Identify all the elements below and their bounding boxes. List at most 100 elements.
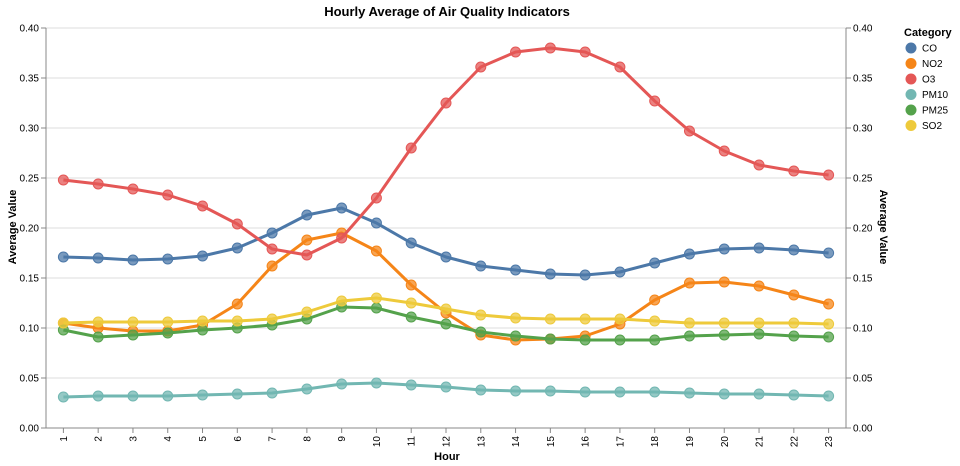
data-point[interactable] bbox=[544, 333, 556, 345]
data-point[interactable] bbox=[718, 388, 730, 400]
data-point[interactable] bbox=[823, 298, 835, 310]
data-point[interactable] bbox=[301, 249, 313, 261]
data-point[interactable] bbox=[579, 269, 591, 281]
data-point[interactable] bbox=[649, 257, 661, 269]
data-point[interactable] bbox=[301, 306, 313, 318]
data-point[interactable] bbox=[753, 328, 765, 340]
data-point[interactable] bbox=[301, 209, 313, 221]
data-point[interactable] bbox=[266, 260, 278, 272]
data-point[interactable] bbox=[788, 389, 800, 401]
data-point[interactable] bbox=[718, 243, 730, 255]
legend-item-no2[interactable]: NO2 bbox=[905, 58, 944, 70]
data-point[interactable] bbox=[405, 237, 417, 249]
data-point[interactable] bbox=[823, 169, 835, 181]
data-point[interactable] bbox=[440, 381, 452, 393]
data-point[interactable] bbox=[266, 387, 278, 399]
data-point[interactable] bbox=[127, 390, 139, 402]
data-point[interactable] bbox=[718, 329, 730, 341]
data-point[interactable] bbox=[370, 217, 382, 229]
data-point[interactable] bbox=[614, 334, 626, 346]
data-point[interactable] bbox=[231, 315, 243, 327]
legend-item-pm10[interactable]: PM10 bbox=[905, 89, 949, 101]
data-point[interactable] bbox=[301, 234, 313, 246]
data-point[interactable] bbox=[510, 385, 522, 397]
data-point[interactable] bbox=[57, 391, 69, 403]
data-point[interactable] bbox=[544, 313, 556, 325]
data-point[interactable] bbox=[231, 298, 243, 310]
data-point[interactable] bbox=[475, 309, 487, 321]
data-point[interactable] bbox=[231, 242, 243, 254]
data-point[interactable] bbox=[197, 200, 209, 212]
data-point[interactable] bbox=[544, 268, 556, 280]
data-point[interactable] bbox=[92, 390, 104, 402]
data-point[interactable] bbox=[197, 250, 209, 262]
data-point[interactable] bbox=[336, 232, 348, 244]
data-point[interactable] bbox=[162, 327, 174, 339]
data-point[interactable] bbox=[336, 295, 348, 307]
data-point[interactable] bbox=[753, 280, 765, 292]
data-point[interactable] bbox=[614, 313, 626, 325]
data-point[interactable] bbox=[475, 61, 487, 73]
data-point[interactable] bbox=[788, 165, 800, 177]
data-point[interactable] bbox=[753, 317, 765, 329]
data-point[interactable] bbox=[127, 316, 139, 328]
data-point[interactable] bbox=[614, 266, 626, 278]
data-point[interactable] bbox=[370, 192, 382, 204]
data-point[interactable] bbox=[231, 388, 243, 400]
data-point[interactable] bbox=[370, 377, 382, 389]
data-point[interactable] bbox=[162, 253, 174, 265]
data-point[interactable] bbox=[197, 315, 209, 327]
data-point[interactable] bbox=[475, 384, 487, 396]
data-point[interactable] bbox=[649, 315, 661, 327]
data-point[interactable] bbox=[683, 248, 695, 260]
data-point[interactable] bbox=[440, 318, 452, 330]
legend-item-so2[interactable]: SO2 bbox=[905, 120, 943, 132]
data-point[interactable] bbox=[823, 318, 835, 330]
data-point[interactable] bbox=[92, 252, 104, 264]
data-point[interactable] bbox=[579, 46, 591, 58]
data-point[interactable] bbox=[579, 313, 591, 325]
data-point[interactable] bbox=[649, 334, 661, 346]
legend-item-o3[interactable]: O3 bbox=[905, 73, 936, 86]
data-point[interactable] bbox=[683, 317, 695, 329]
data-point[interactable] bbox=[336, 202, 348, 214]
data-point[interactable] bbox=[127, 254, 139, 266]
data-point[interactable] bbox=[266, 227, 278, 239]
data-point[interactable] bbox=[718, 276, 730, 288]
data-point[interactable] bbox=[405, 142, 417, 154]
data-point[interactable] bbox=[823, 247, 835, 259]
data-point[interactable] bbox=[92, 178, 104, 190]
data-point[interactable] bbox=[370, 302, 382, 314]
data-point[interactable] bbox=[440, 303, 452, 315]
data-point[interactable] bbox=[683, 125, 695, 137]
data-point[interactable] bbox=[370, 292, 382, 304]
data-point[interactable] bbox=[301, 383, 313, 395]
data-point[interactable] bbox=[683, 277, 695, 289]
data-point[interactable] bbox=[649, 294, 661, 306]
data-point[interactable] bbox=[718, 145, 730, 157]
data-point[interactable] bbox=[336, 378, 348, 390]
data-point[interactable] bbox=[162, 189, 174, 201]
data-point[interactable] bbox=[788, 317, 800, 329]
data-point[interactable] bbox=[614, 61, 626, 73]
data-point[interactable] bbox=[405, 379, 417, 391]
data-point[interactable] bbox=[544, 385, 556, 397]
legend-item-pm25[interactable]: PM25 bbox=[905, 104, 949, 117]
data-point[interactable] bbox=[788, 330, 800, 342]
data-point[interactable] bbox=[510, 330, 522, 342]
data-point[interactable] bbox=[405, 297, 417, 309]
data-point[interactable] bbox=[370, 245, 382, 257]
data-point[interactable] bbox=[683, 387, 695, 399]
data-point[interactable] bbox=[266, 243, 278, 255]
data-point[interactable] bbox=[266, 313, 278, 325]
data-point[interactable] bbox=[231, 218, 243, 230]
data-point[interactable] bbox=[92, 316, 104, 328]
data-point[interactable] bbox=[753, 388, 765, 400]
data-point[interactable] bbox=[823, 331, 835, 343]
data-point[interactable] bbox=[475, 260, 487, 272]
data-point[interactable] bbox=[683, 330, 695, 342]
data-point[interactable] bbox=[823, 390, 835, 402]
data-point[interactable] bbox=[544, 42, 556, 54]
data-point[interactable] bbox=[614, 386, 626, 398]
legend-item-co[interactable]: CO bbox=[905, 42, 938, 55]
